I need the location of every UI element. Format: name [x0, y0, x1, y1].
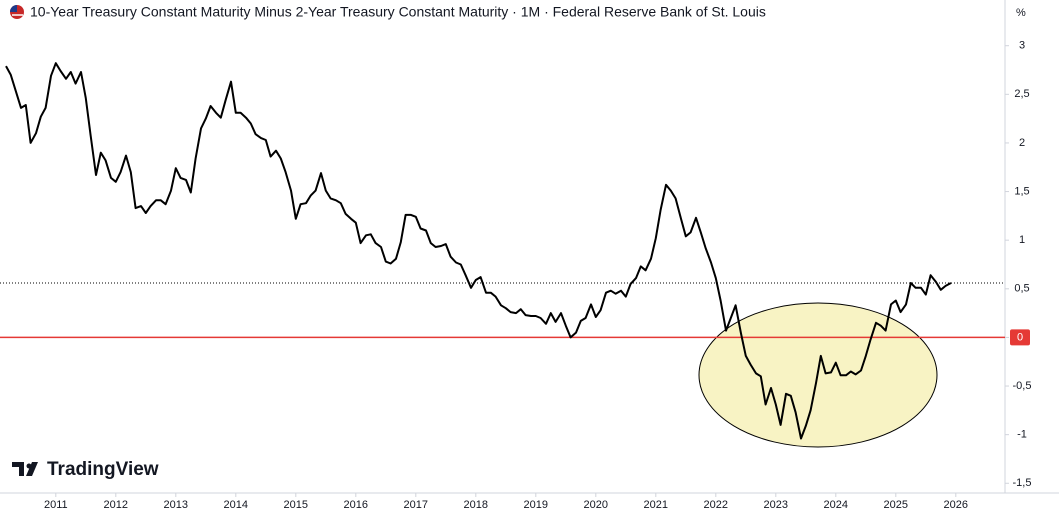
x-tick-label: 2011 — [44, 499, 68, 511]
x-tick-label: 2013 — [164, 499, 188, 511]
y-tick-label: 1,5 — [1014, 185, 1029, 197]
x-tick-label: 2022 — [704, 499, 728, 511]
x-tick-label: 2023 — [764, 499, 788, 511]
x-tick-label: 2019 — [524, 499, 548, 511]
unit-label: % — [1016, 7, 1026, 19]
x-tick-label: 2025 — [884, 499, 908, 511]
y-tick-label: -1,5 — [1013, 477, 1032, 489]
y-tick-label: 2 — [1019, 137, 1025, 149]
y-tick-label: -1 — [1017, 429, 1027, 441]
line — [5, 62, 952, 440]
brand-text: TradingView — [47, 459, 159, 480]
logo: TradingView — [12, 459, 159, 480]
y-tick-label: 2,5 — [1014, 88, 1029, 100]
x-tick-label: 2020 — [584, 499, 608, 511]
x-tick-label: 2017 — [404, 499, 428, 511]
x-tick-label: 2026 — [944, 499, 968, 511]
y-tick-label: 0 — [1017, 331, 1023, 343]
flag-icon — [10, 5, 24, 19]
x-tick-label: 2024 — [824, 499, 848, 511]
y-tick-label: -0,5 — [1013, 380, 1032, 392]
x-tick-label: 2018 — [464, 499, 488, 511]
x-tick-label: 2012 — [104, 499, 128, 511]
x-tick-label: 2016 — [344, 499, 368, 511]
x-tick-label: 2021 — [644, 499, 668, 511]
zero-label-box — [1010, 329, 1030, 346]
y-tick-label: 0,5 — [1014, 283, 1029, 295]
y-tick-label: 3 — [1019, 40, 1025, 52]
x-tick-label: 2015 — [284, 499, 308, 511]
x-tick-label: 2014 — [224, 499, 248, 511]
chart-title: 10-Year Treasury Constant Maturity Minus… — [30, 4, 766, 20]
y-tick-label: 1 — [1019, 234, 1025, 246]
